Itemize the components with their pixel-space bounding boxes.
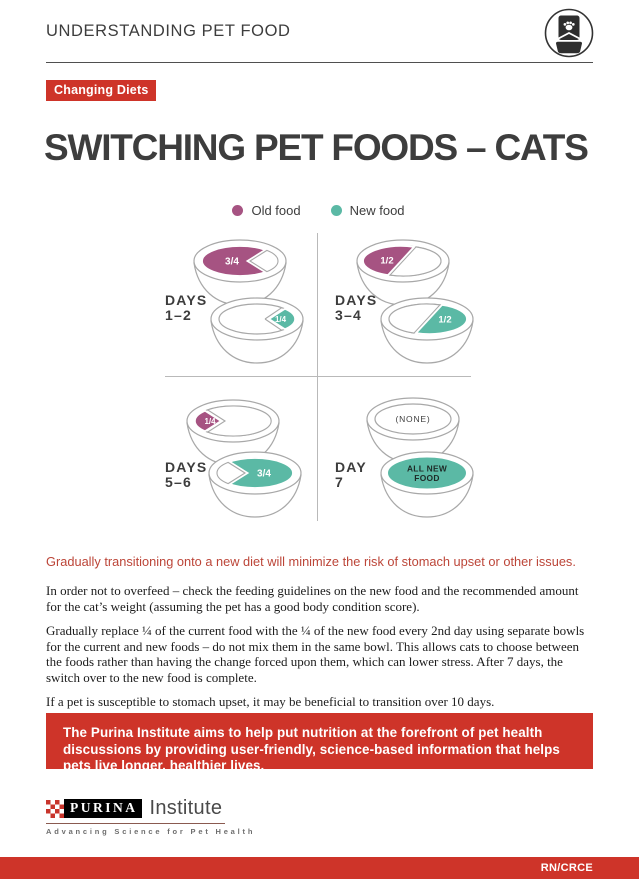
portion-label: 1/2 xyxy=(380,256,393,267)
paragraph-2: Gradually replace ¼ of the current food … xyxy=(46,623,585,685)
bowls-days-1-2: 3/4 1/4 xyxy=(193,239,304,364)
paragraph-1: In order not to overfeed – check the fee… xyxy=(46,583,579,614)
portion-label: 1/4 xyxy=(204,417,216,426)
quadrant-days-5-6: DAYS 5–6 1/4 3/4 xyxy=(165,377,318,521)
paragraph-3: If a pet is susceptible to stomach upset… xyxy=(46,694,495,709)
pet-food-bag-and-bowl-icon xyxy=(544,8,594,58)
legend-item-new-food: New food xyxy=(330,203,405,218)
legend-old-label: Old food xyxy=(251,203,301,218)
body-text: In order not to overfeed – check the fee… xyxy=(46,583,595,719)
old-food-bowl: 3/4 xyxy=(193,239,287,306)
transition-diagram: DAYS 1–2 3/4 xyxy=(165,233,474,521)
quadrant-days-1-2: DAYS 1–2 3/4 xyxy=(165,233,318,377)
portion-label-line2: FOOD xyxy=(414,473,439,483)
document-code: RN/CRCE xyxy=(540,862,593,874)
quadrant-label: DAYS 1–2 xyxy=(165,292,208,323)
old-food-bowl: 1/4 xyxy=(186,399,280,466)
new-food-bowl: 1/2 xyxy=(380,297,474,364)
legend-new-label: New food xyxy=(349,203,405,218)
portion-label: 3/4 xyxy=(257,469,271,480)
portion-label-line1: ALL NEW xyxy=(407,464,447,474)
logo-tagline: Advancing Science for Pet Health xyxy=(46,827,256,836)
institute-wordmark: Institute xyxy=(149,797,223,819)
portion-label: (NONE) xyxy=(395,414,430,424)
page-title: SWITCHING PET FOODS – CATS xyxy=(44,127,589,168)
old-food-bowl-empty: (NONE) xyxy=(366,397,460,464)
portion-label: 3/4 xyxy=(225,257,239,268)
page-header-title: UNDERSTANDING PET FOOD xyxy=(46,22,291,40)
purina-checkerboard-icon xyxy=(46,799,64,818)
old-food-dot-icon xyxy=(232,205,244,216)
legend-item-old-food: Old food xyxy=(232,203,301,218)
new-food-dot-icon xyxy=(330,205,342,216)
bottom-bar: RN/CRCE xyxy=(0,857,639,879)
logo-divider xyxy=(46,823,225,824)
purina-institute-logo: PURINA Institute Advancing Science for P… xyxy=(46,797,256,836)
topic-badge: Changing Diets xyxy=(46,80,157,101)
purina-wordmark: PURINA xyxy=(64,799,142,818)
highlight-sentence: Gradually transitioning onto a new diet … xyxy=(46,554,576,569)
bowls-day-7: (NONE) ALL NEW FOOD xyxy=(366,397,474,518)
quadrant-label: DAYS 3–4 xyxy=(335,292,378,323)
quadrant-day-7: DAY 7 (NONE) ALL NEW FOOD xyxy=(318,377,474,521)
quadrant-days-3-4: DAYS 3–4 1/2 1/2 xyxy=(318,233,474,377)
new-food-bowl-full: ALL NEW FOOD xyxy=(380,451,474,518)
bowls-days-5-6: 1/4 3/4 xyxy=(186,399,302,518)
bowls-days-3-4: 1/2 1/2 xyxy=(356,239,474,364)
new-food-bowl: 3/4 xyxy=(208,451,302,518)
new-food-bowl: 1/4 xyxy=(210,297,304,364)
portion-label: 1/4 xyxy=(275,315,287,324)
quadrant-label: DAYS 5–6 xyxy=(165,459,208,490)
header-divider xyxy=(46,62,593,63)
portion-label: 1/2 xyxy=(438,315,451,326)
mission-banner: The Purina Institute aims to help put nu… xyxy=(46,713,593,773)
old-food-bowl: 1/2 xyxy=(356,239,450,306)
legend: Old food New food xyxy=(165,203,472,218)
quadrant-label: DAY 7 xyxy=(335,459,367,490)
